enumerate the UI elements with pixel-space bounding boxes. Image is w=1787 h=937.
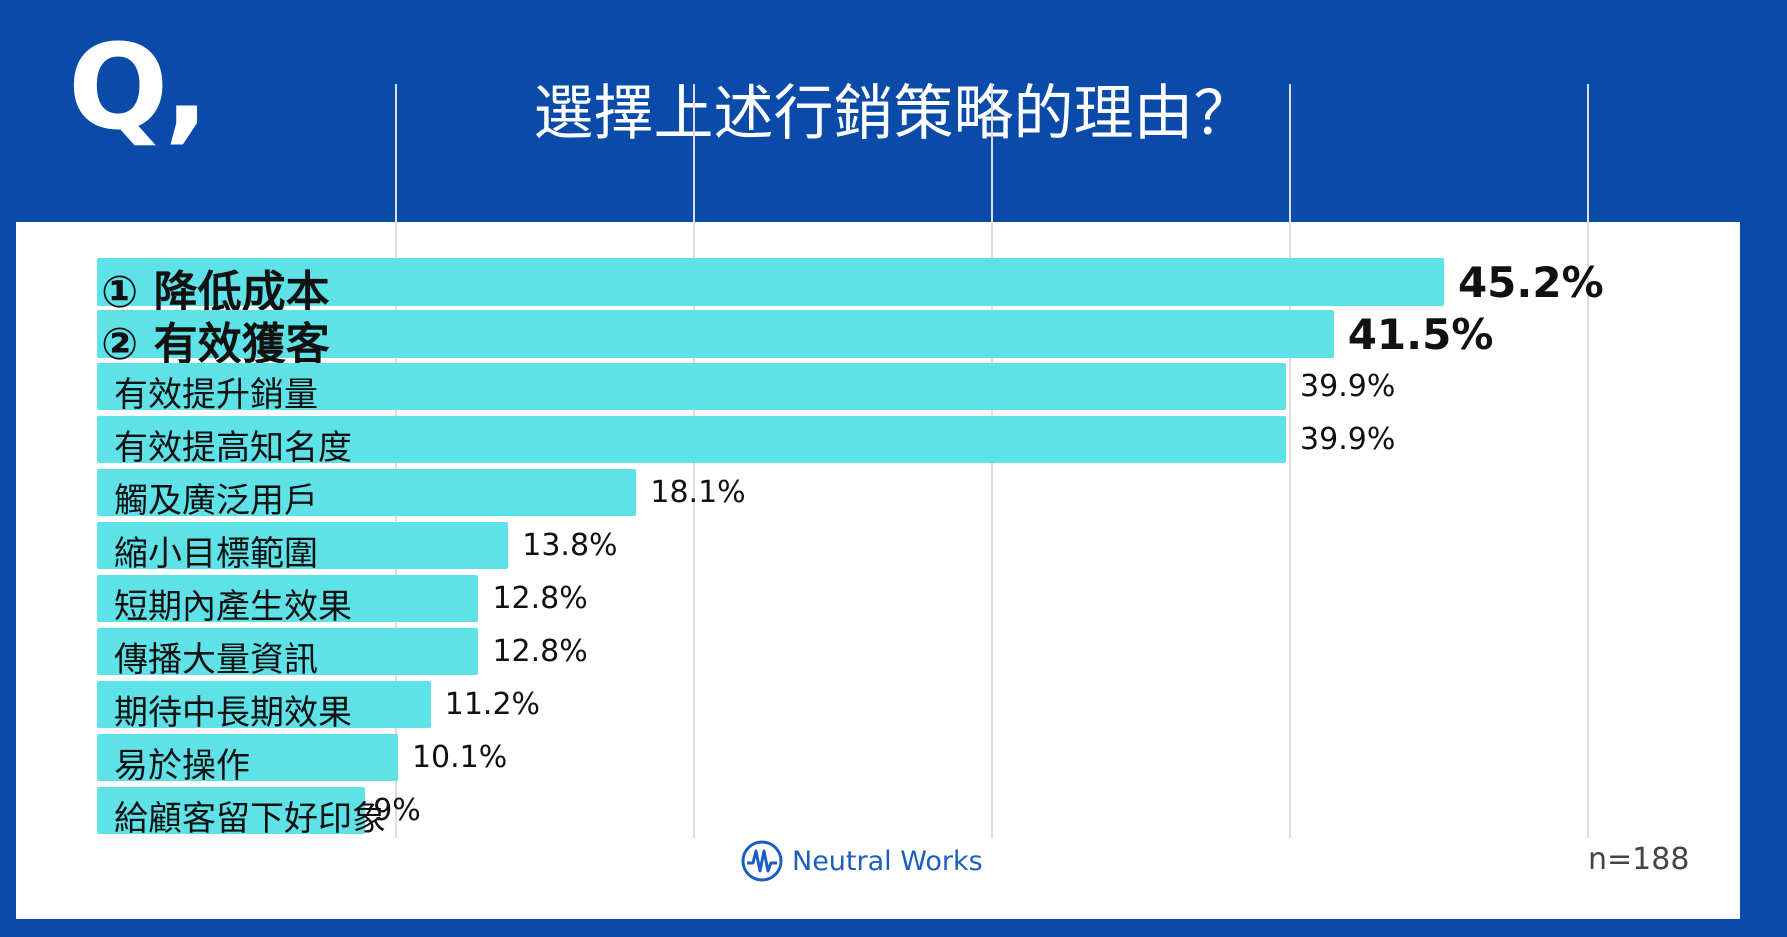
value-label: 13.8% — [522, 528, 618, 563]
brand-logo: Neutral Works — [740, 836, 983, 886]
brand-name: Neutral Works — [792, 845, 983, 877]
category-label: 傳播大量資訊 — [114, 640, 318, 680]
value-label: 41.5% — [1347, 310, 1494, 359]
bar — [97, 416, 1287, 463]
value-label: 39.9% — [1300, 422, 1396, 457]
sample-size-label: n=188 — [1588, 842, 1690, 877]
value-label: 18.1% — [650, 475, 746, 510]
bar — [97, 787, 366, 834]
gridline — [1587, 84, 1589, 838]
category-label: 觸及廣泛用戶 — [114, 481, 318, 521]
value-label: 12.8% — [492, 581, 588, 616]
bar — [97, 258, 1444, 306]
chart-title: 選擇上述行銷策略的理由？ — [533, 79, 1254, 149]
category-label: 易於操作 — [114, 746, 250, 786]
bar — [97, 522, 509, 569]
question-mark: Q, — [68, 18, 209, 156]
value-label: 9% — [373, 793, 421, 828]
category-label: 有效提高知名度 — [114, 428, 352, 468]
header-banner: Q, 選擇上述行銷策略的理由？ — [0, 0, 1787, 200]
bar — [97, 681, 431, 728]
bar — [97, 363, 1287, 410]
value-label: 10.1% — [411, 740, 508, 775]
bar — [97, 310, 1334, 358]
category-label: 給顧客留下好印象 — [114, 799, 386, 839]
neutral-works-logo-icon — [741, 840, 783, 882]
bar — [97, 734, 398, 781]
category-label: 期待中長期效果 — [114, 693, 352, 733]
gridline — [1289, 84, 1291, 838]
category-label: 有效提升銷量 — [114, 375, 318, 415]
category-label: 縮小目標範圍 — [114, 534, 318, 574]
category-label: ① 降低成本 — [101, 267, 330, 318]
category-label: ② 有效獲客 — [101, 319, 330, 370]
value-label: 11.2% — [444, 687, 541, 722]
value-label: 45.2% — [1457, 258, 1604, 307]
value-label: 39.9% — [1300, 369, 1396, 404]
bar — [97, 575, 479, 622]
bar — [97, 469, 637, 516]
category-label: 短期內產生效果 — [114, 587, 352, 627]
value-label: 12.8% — [492, 634, 588, 669]
bar — [97, 628, 479, 675]
